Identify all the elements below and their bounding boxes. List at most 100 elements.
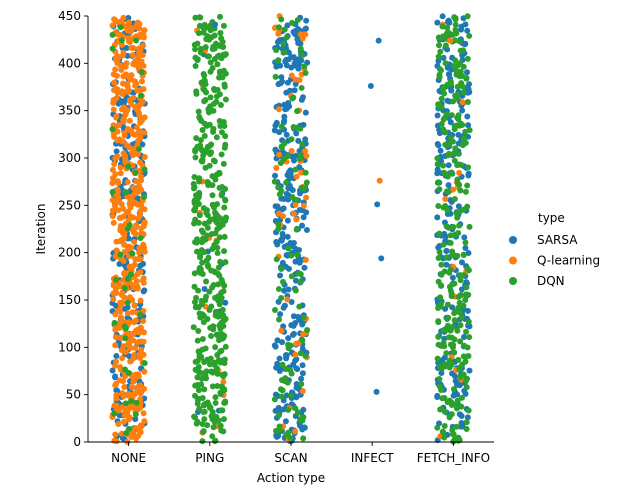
data-point	[204, 422, 211, 429]
data-point	[443, 254, 450, 261]
data-point	[121, 366, 128, 373]
data-point	[138, 346, 145, 353]
data-point	[141, 166, 148, 173]
data-point	[214, 61, 221, 68]
data-point	[464, 265, 471, 272]
data-point	[296, 303, 303, 310]
data-point	[447, 119, 454, 126]
data-point	[202, 81, 209, 88]
data-point	[204, 179, 211, 185]
data-point	[190, 185, 197, 192]
data-point	[195, 108, 202, 115]
x-tick-label: FETCH_INFO	[417, 451, 490, 465]
data-point	[217, 320, 224, 327]
data-point	[192, 204, 199, 211]
data-point	[117, 31, 124, 38]
data-point	[217, 258, 224, 265]
data-point	[445, 224, 452, 231]
data-point	[111, 161, 118, 168]
data-point	[300, 314, 307, 321]
data-point	[195, 287, 202, 294]
data-point	[219, 306, 226, 313]
data-point	[123, 142, 130, 149]
data-point	[196, 267, 203, 274]
data-point	[137, 297, 144, 304]
data-point	[276, 355, 283, 362]
data-point	[284, 233, 291, 240]
data-point	[122, 325, 129, 332]
data-point	[222, 299, 229, 306]
data-point	[209, 246, 216, 252]
data-point	[210, 128, 217, 135]
data-point	[457, 187, 464, 194]
data-point	[113, 114, 120, 121]
data-point	[463, 384, 470, 391]
data-point	[126, 414, 133, 421]
data-point	[132, 416, 139, 423]
data-point	[454, 62, 461, 69]
data-point	[464, 307, 471, 314]
data-point	[217, 43, 223, 49]
data-point	[111, 79, 118, 86]
data-point	[205, 218, 212, 225]
data-point	[300, 435, 307, 442]
data-point	[295, 65, 302, 72]
data-point	[297, 350, 304, 357]
data-point	[285, 335, 292, 342]
data-point	[140, 42, 147, 49]
data-point	[119, 138, 126, 145]
data-point	[130, 378, 137, 385]
x-tick-label: SCAN	[274, 451, 307, 465]
data-point	[280, 304, 287, 311]
data-point	[458, 314, 465, 321]
data-point	[204, 212, 211, 219]
data-point	[204, 53, 211, 60]
data-point	[458, 259, 465, 266]
data-point	[458, 394, 465, 401]
data-point	[283, 352, 290, 359]
data-point	[138, 225, 145, 232]
data-point	[435, 203, 442, 210]
data-point	[212, 399, 219, 406]
data-point	[290, 28, 297, 35]
data-point	[279, 387, 286, 394]
data-point	[459, 99, 466, 106]
data-point	[288, 147, 295, 154]
data-point	[292, 76, 299, 83]
data-point	[447, 37, 454, 44]
data-point	[288, 72, 295, 79]
data-point	[194, 374, 201, 381]
data-point	[281, 377, 288, 384]
data-point	[121, 412, 128, 419]
data-point	[447, 78, 454, 85]
data-point	[210, 281, 217, 288]
data-point	[218, 383, 225, 390]
data-point	[452, 21, 459, 28]
data-point	[296, 259, 303, 266]
data-point	[436, 363, 443, 370]
data-point	[283, 34, 290, 41]
data-point	[302, 70, 309, 77]
data-point	[285, 406, 292, 413]
data-point	[131, 302, 138, 309]
data-point	[297, 45, 304, 52]
data-point	[302, 26, 309, 33]
data-point	[201, 120, 208, 127]
data-point	[276, 412, 283, 419]
data-point	[297, 40, 304, 47]
data-point	[453, 30, 460, 37]
data-point	[453, 405, 460, 412]
data-point	[210, 157, 217, 164]
data-point	[214, 86, 221, 93]
data-point	[195, 193, 202, 200]
data-point	[285, 49, 292, 56]
data-point	[198, 146, 205, 153]
data-point	[451, 317, 458, 324]
data-point	[276, 316, 283, 323]
data-point	[444, 322, 451, 329]
data-point	[375, 37, 382, 44]
data-point	[208, 332, 215, 339]
data-point	[118, 315, 125, 322]
data-point	[214, 365, 220, 372]
data-point	[124, 246, 131, 253]
